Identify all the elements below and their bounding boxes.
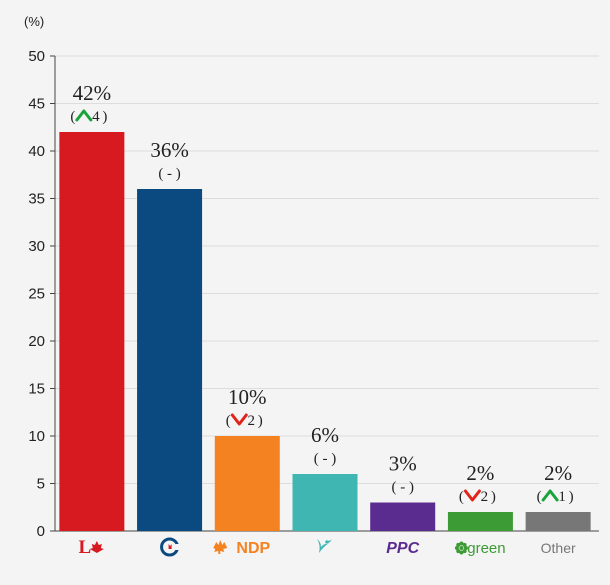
y-tick-label: 25: [28, 286, 45, 303]
change-open-paren: (: [459, 489, 464, 505]
change-text: ( - ): [314, 451, 337, 467]
down-arrow-icon: [463, 489, 481, 502]
x-label-other: Other: [541, 540, 576, 556]
down-arrow-icon: [230, 413, 248, 426]
up-arrow-icon: [541, 489, 559, 502]
value-label: 36%: [150, 138, 189, 162]
value-label: 2%: [544, 461, 572, 485]
conservative-logo-icon: [160, 537, 180, 557]
change-label: (4): [70, 109, 107, 125]
value-label: 10%: [228, 385, 267, 409]
y-tick-label: 40: [28, 143, 45, 160]
change-close-paren: ): [258, 413, 263, 429]
change-open-paren: (: [70, 109, 75, 125]
value-label: 42%: [73, 81, 112, 105]
bloc-logo-icon: [317, 539, 332, 553]
change-close-paren: ): [491, 489, 496, 505]
value-label: 6%: [311, 423, 339, 447]
y-unit-label: (%): [24, 14, 44, 29]
change-close-paren: ): [102, 109, 107, 125]
green-logo-icon: green: [454, 540, 506, 557]
ppc-logo-icon: PPC: [386, 540, 419, 557]
x-tick-labels: L NDP PPC green Other: [79, 537, 576, 558]
change-label: (1): [537, 489, 574, 505]
bar-3: [292, 474, 358, 531]
svg-text:L: L: [79, 537, 92, 558]
data-labels: 42%(4)36%( - )10%(2)6%( - ) 3%( - )2%(2)2…: [70, 81, 573, 505]
y-tick-labels: 0 5 10 15 20 25 30 35 40 45 50: [28, 48, 45, 540]
svg-text:PPC: PPC: [386, 540, 419, 557]
change-close-paren: ): [569, 489, 574, 505]
y-tick-label: 15: [28, 381, 45, 398]
change-text: ( - ): [158, 166, 181, 182]
ndp-logo-icon: NDP: [213, 540, 271, 557]
y-tick-label: 35: [28, 191, 45, 208]
svg-text:NDP: NDP: [236, 540, 270, 557]
change-amount: 1: [558, 489, 566, 505]
bar-1: [137, 189, 203, 531]
bars: [59, 132, 591, 531]
liberal-logo-icon: L: [79, 537, 104, 558]
up-arrow-icon: [75, 109, 93, 122]
bar-0: [59, 132, 125, 531]
svg-text:green: green: [467, 540, 505, 557]
change-amount: 2: [248, 413, 256, 429]
value-label: 2%: [466, 461, 494, 485]
y-tick-label: 50: [28, 48, 45, 65]
y-tick-label: 20: [28, 333, 45, 350]
change-open-paren: (: [226, 413, 231, 429]
change-label: ( - ): [158, 166, 181, 182]
y-tick-label: 0: [37, 523, 45, 540]
change-label: (2): [459, 489, 496, 505]
change-amount: 2: [481, 489, 489, 505]
bar-4: [370, 502, 436, 531]
change-amount: 4: [92, 109, 100, 125]
x-label-text: Other: [541, 540, 576, 556]
value-label: 3%: [389, 452, 417, 476]
change-label: ( - ): [314, 451, 337, 467]
y-tick-label: 45: [28, 96, 45, 113]
bar-6: [525, 512, 591, 531]
change-open-paren: (: [537, 489, 542, 505]
change-text: ( - ): [391, 480, 414, 496]
change-label: (2): [226, 413, 263, 429]
bar-2: [214, 436, 280, 531]
bar-5: [447, 512, 513, 531]
y-tick-label: 30: [28, 238, 45, 255]
y-tick-label: 5: [37, 476, 45, 493]
y-tick-label: 10: [28, 428, 45, 445]
change-label: ( - ): [391, 480, 414, 496]
